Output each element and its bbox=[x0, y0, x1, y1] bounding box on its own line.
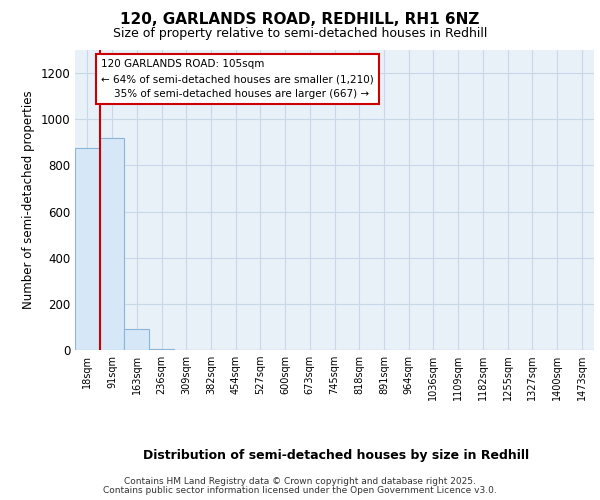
Y-axis label: Number of semi-detached properties: Number of semi-detached properties bbox=[22, 90, 35, 310]
Text: Distribution of semi-detached houses by size in Redhill: Distribution of semi-detached houses by … bbox=[143, 450, 529, 462]
Text: Contains HM Land Registry data © Crown copyright and database right 2025.: Contains HM Land Registry data © Crown c… bbox=[124, 477, 476, 486]
Text: 120 GARLANDS ROAD: 105sqm
← 64% of semi-detached houses are smaller (1,210)
    : 120 GARLANDS ROAD: 105sqm ← 64% of semi-… bbox=[101, 59, 374, 99]
Bar bbox=[100, 138, 124, 350]
Text: Size of property relative to semi-detached houses in Redhill: Size of property relative to semi-detach… bbox=[113, 28, 487, 40]
Bar bbox=[149, 349, 174, 350]
Text: Contains public sector information licensed under the Open Government Licence v3: Contains public sector information licen… bbox=[103, 486, 497, 495]
Bar bbox=[124, 329, 149, 350]
Bar bbox=[75, 148, 100, 350]
Text: 120, GARLANDS ROAD, REDHILL, RH1 6NZ: 120, GARLANDS ROAD, REDHILL, RH1 6NZ bbox=[121, 12, 479, 28]
